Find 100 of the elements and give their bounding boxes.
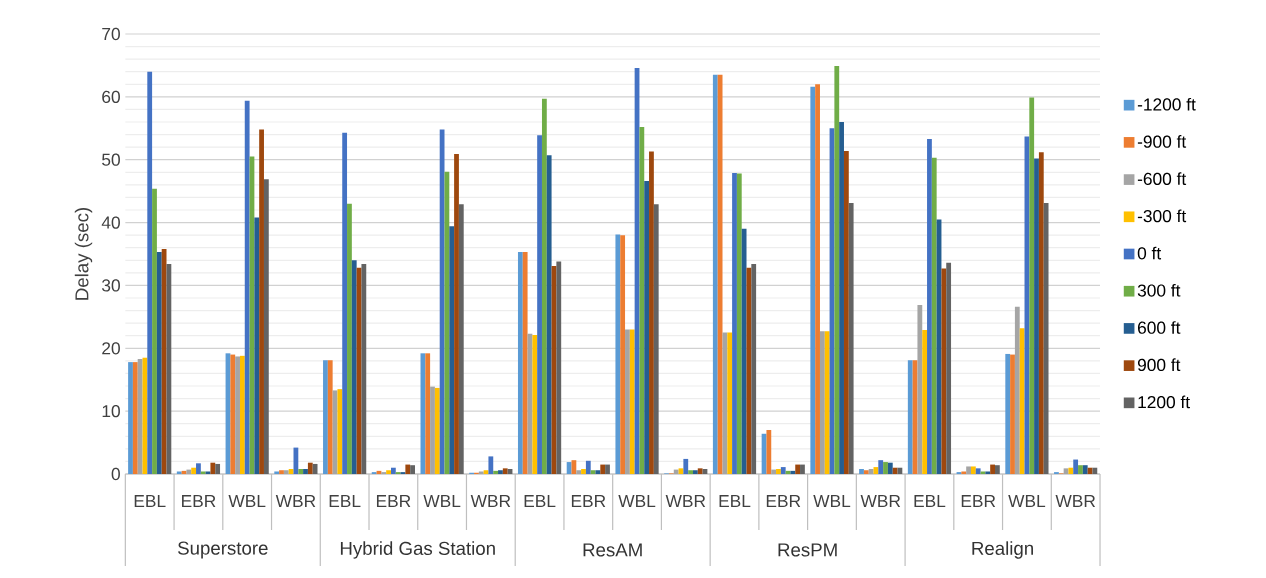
bar — [883, 462, 888, 474]
bar — [966, 466, 971, 474]
bar — [717, 74, 723, 474]
bar — [780, 467, 786, 474]
bar — [863, 470, 869, 474]
bar — [629, 329, 635, 474]
bar — [430, 386, 435, 474]
bar — [137, 358, 143, 474]
bar — [1038, 152, 1044, 474]
bar — [990, 464, 995, 474]
bar — [493, 470, 499, 474]
x-tick-label: WBL — [813, 495, 851, 507]
bar — [230, 354, 236, 474]
bar — [1078, 465, 1083, 474]
bar — [205, 471, 211, 474]
x-tick-label: WBL — [228, 495, 266, 507]
bar — [541, 98, 547, 474]
bar — [1019, 328, 1025, 474]
bar — [1034, 158, 1039, 474]
bar — [312, 463, 318, 474]
y-tick-label: 40 — [101, 216, 120, 229]
x-tick-label: WBR — [1055, 495, 1096, 507]
y-tick-label: 10 — [102, 405, 120, 418]
x-tick-label: EBL — [914, 495, 946, 507]
bar — [1082, 465, 1088, 474]
bar — [517, 252, 523, 474]
bar — [132, 362, 138, 474]
bar — [342, 132, 348, 474]
bar — [824, 331, 830, 474]
bar — [868, 468, 874, 474]
bar — [776, 468, 781, 474]
bar — [156, 252, 162, 474]
bar — [741, 228, 747, 474]
x-tick-label: EBL — [134, 495, 166, 507]
bar — [892, 467, 898, 474]
bar — [454, 154, 459, 474]
y-tick-label: 60 — [102, 90, 120, 103]
x-tick-label: EBR — [961, 495, 996, 507]
bar — [941, 268, 947, 474]
legend-label: 300 ft — [1137, 283, 1181, 297]
x-tick-label: EBL — [719, 495, 751, 507]
bar — [843, 150, 849, 474]
bar — [1092, 467, 1098, 474]
bar — [186, 469, 192, 474]
bar — [434, 387, 440, 474]
bar — [176, 471, 182, 474]
bar — [390, 467, 396, 474]
bar — [303, 468, 308, 474]
x-tick-label: WBL — [423, 495, 461, 507]
bar — [839, 122, 844, 474]
bar — [697, 468, 703, 474]
bar — [590, 470, 596, 474]
bar — [815, 84, 820, 474]
y-tick-label: 50 — [102, 153, 120, 166]
bar — [907, 360, 913, 474]
bar — [653, 204, 659, 474]
x-tick-label: EBR — [571, 495, 606, 507]
bar — [298, 468, 304, 474]
text: Hybrid Gas Station — [340, 541, 495, 559]
bar — [337, 389, 343, 474]
bar — [498, 470, 503, 474]
bar — [196, 463, 201, 474]
x-tick-label: EBL — [524, 495, 556, 507]
bar — [1014, 306, 1020, 474]
bar — [502, 468, 508, 474]
bar — [576, 470, 582, 474]
bar — [917, 304, 923, 474]
bar — [927, 138, 932, 474]
legend-label: -600 ft — [1137, 172, 1187, 186]
bar — [449, 226, 455, 474]
bar — [834, 66, 840, 474]
bar — [620, 235, 626, 474]
bar — [639, 127, 645, 474]
bar — [887, 462, 893, 474]
bar — [147, 71, 153, 474]
bar — [288, 468, 294, 474]
bar — [878, 460, 884, 474]
bar — [235, 356, 240, 474]
y-tick-label: 20 — [102, 342, 120, 355]
y-tick-label: 70 — [102, 27, 120, 41]
bar — [625, 329, 630, 474]
bar — [458, 204, 464, 474]
bar — [263, 179, 269, 474]
bar — [537, 135, 542, 474]
legend-label: 0 ft — [1137, 246, 1162, 260]
bar — [819, 331, 825, 474]
bar — [649, 151, 654, 474]
bar — [327, 360, 333, 474]
bar — [771, 469, 777, 474]
y-tick-label: 30 — [102, 279, 120, 292]
bar — [279, 470, 284, 474]
bar — [546, 155, 552, 474]
bar — [727, 332, 733, 474]
x-tick-label: WBL — [618, 495, 656, 507]
bar — [800, 464, 805, 474]
bar — [405, 464, 411, 474]
bar — [274, 471, 280, 474]
bar — [347, 203, 352, 474]
bar — [439, 129, 445, 474]
legend-label: -1200 ft — [1137, 97, 1196, 111]
